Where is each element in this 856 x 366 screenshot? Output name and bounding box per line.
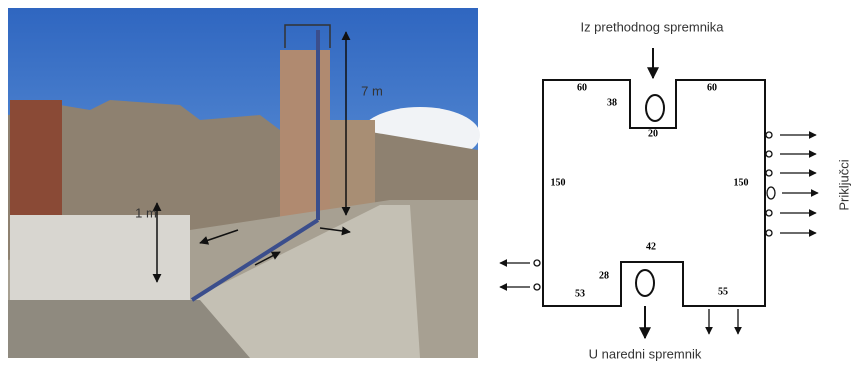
dimension: 150 [734,177,749,188]
bottom-label: U naredni spremnik [589,346,702,361]
top-label: Iz prethodnog spremnika [580,19,724,34]
wall [330,120,375,215]
figure: 7 m 1 m Iz prethodnog spremnika U naredn… [0,0,856,366]
diagram: Iz prethodnog spremnika U naredni spremn… [500,19,851,361]
dimension: 60 [577,82,587,93]
connection [766,132,772,138]
connection [767,187,775,199]
stone-block [10,215,190,300]
tank-outline [543,80,765,306]
outlet [636,270,654,296]
side-label: Priključci [836,159,851,210]
dimension: 38 [607,97,617,108]
dimension: 53 [575,288,585,299]
connection [534,284,540,290]
dimension: 150 [551,177,566,188]
dimension: 42 [646,241,656,252]
connection [766,210,772,216]
dimension: 20 [648,128,658,139]
dimension: 28 [599,270,609,281]
height-label: 7 m [361,83,383,98]
block-label: 1 m [135,205,157,220]
brick-wall [10,100,62,220]
water-tower [280,50,330,220]
connection [766,230,772,236]
dimension: 55 [718,286,728,297]
connection [534,260,540,266]
photo: 7 m 1 m [8,8,480,358]
connection [766,170,772,176]
connections [500,132,818,334]
page: 7 m 1 m Iz prethodnog spremnika U naredn… [0,0,856,366]
connection [766,151,772,157]
inlet [646,95,664,121]
dimension: 60 [707,82,717,93]
